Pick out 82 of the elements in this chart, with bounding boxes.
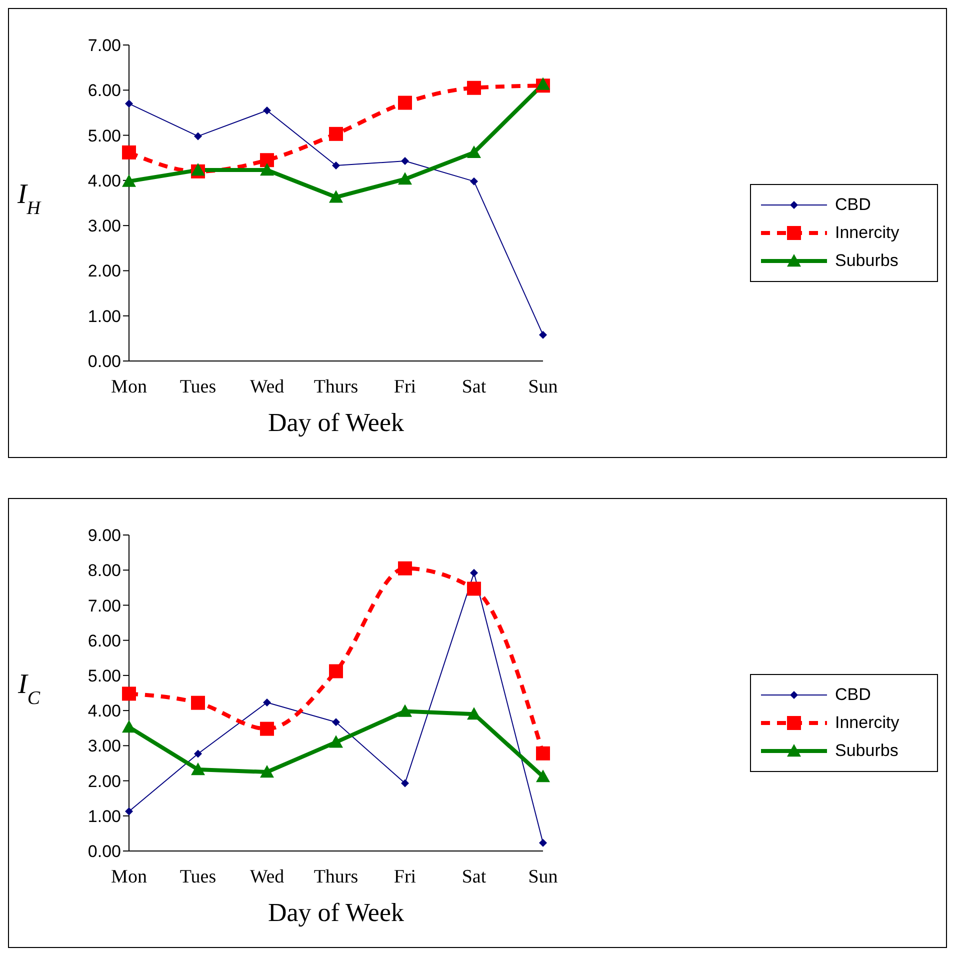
point [191, 762, 205, 776]
point [467, 707, 481, 720]
x-axis-title: Day of Week [268, 408, 404, 437]
x-tick-label: Mon [111, 866, 148, 888]
point [332, 162, 340, 170]
x-tick-label: Fri [394, 376, 416, 398]
y-tick-label: 5.00 [88, 126, 121, 146]
point [329, 664, 343, 678]
point [191, 696, 205, 710]
x-tick-label: Wed [250, 376, 285, 398]
point [539, 838, 547, 847]
point [125, 807, 133, 816]
y-tick-label: 1.00 [88, 806, 121, 826]
point [329, 126, 343, 141]
x-tick-label: Tues [180, 376, 216, 398]
point [260, 722, 274, 736]
x-axis-title: Day of Week [268, 898, 404, 927]
point [122, 174, 136, 187]
y-axis-title: I$_{H}$ [16, 179, 42, 218]
point [401, 157, 409, 166]
y-tick-label: 2.00 [88, 772, 121, 791]
y-tick-label: 3.00 [88, 736, 121, 756]
legend-label: CBD [835, 685, 871, 705]
point [332, 718, 340, 726]
point [122, 686, 136, 701]
point [398, 704, 412, 717]
y-tick-label: 0.00 [88, 842, 121, 862]
x-tick-label: Sat [462, 376, 487, 398]
point [467, 145, 481, 158]
x-tick-label: Thurs [314, 866, 358, 888]
x-tick-label: Wed [250, 866, 285, 888]
y-tick-label: 3.00 [88, 216, 121, 236]
y-tick-label: 1.00 [88, 306, 121, 326]
point [467, 80, 481, 95]
point [398, 561, 412, 576]
x-tick-label: Fri [394, 866, 416, 888]
point [260, 765, 274, 778]
point [125, 100, 133, 108]
point [263, 698, 271, 706]
point [539, 330, 547, 339]
y-tick-label: 6.00 [88, 631, 121, 650]
y-tick-label: 0.00 [88, 352, 121, 372]
y-tick-label: 7.00 [88, 36, 121, 56]
y-tick-label: 4.00 [88, 171, 121, 190]
point [194, 132, 202, 140]
legend-label: Innercity [835, 713, 900, 733]
point [536, 77, 550, 90]
point [470, 568, 478, 577]
y-tick-label: 9.00 [88, 526, 121, 546]
y-tick-label: 8.00 [88, 561, 121, 580]
point [263, 106, 271, 114]
point [467, 582, 481, 596]
x-tick-label: Tues [180, 866, 216, 888]
point [401, 779, 409, 788]
point [329, 190, 343, 203]
point [536, 770, 550, 782]
y-axis-title: I$_{C}$ [16, 669, 40, 708]
y-tick-label: 2.00 [88, 262, 121, 281]
point [122, 720, 136, 733]
legend-label: Innercity [835, 223, 900, 243]
point [536, 746, 550, 760]
legend-label: CBD [835, 195, 871, 215]
point [122, 145, 136, 160]
legend-label: Suburbs [835, 741, 898, 761]
point [260, 153, 274, 168]
point [260, 163, 274, 176]
x-tick-label: Thurs [314, 376, 358, 398]
legend-label: Suburbs [835, 251, 898, 271]
y-tick-label: 5.00 [88, 666, 121, 686]
y-tick-label: 6.00 [88, 81, 121, 100]
x-tick-label: Mon [111, 376, 148, 398]
x-tick-label: Sat [462, 866, 487, 888]
x-tick-label: Sun [528, 376, 558, 398]
y-tick-label: 4.00 [88, 702, 121, 721]
point [329, 735, 343, 748]
point [191, 163, 205, 176]
point [398, 96, 412, 110]
y-tick-label: 7.00 [88, 596, 121, 616]
x-tick-label: Sun [528, 866, 558, 888]
point [398, 172, 412, 185]
point [194, 750, 202, 758]
point [470, 177, 478, 186]
